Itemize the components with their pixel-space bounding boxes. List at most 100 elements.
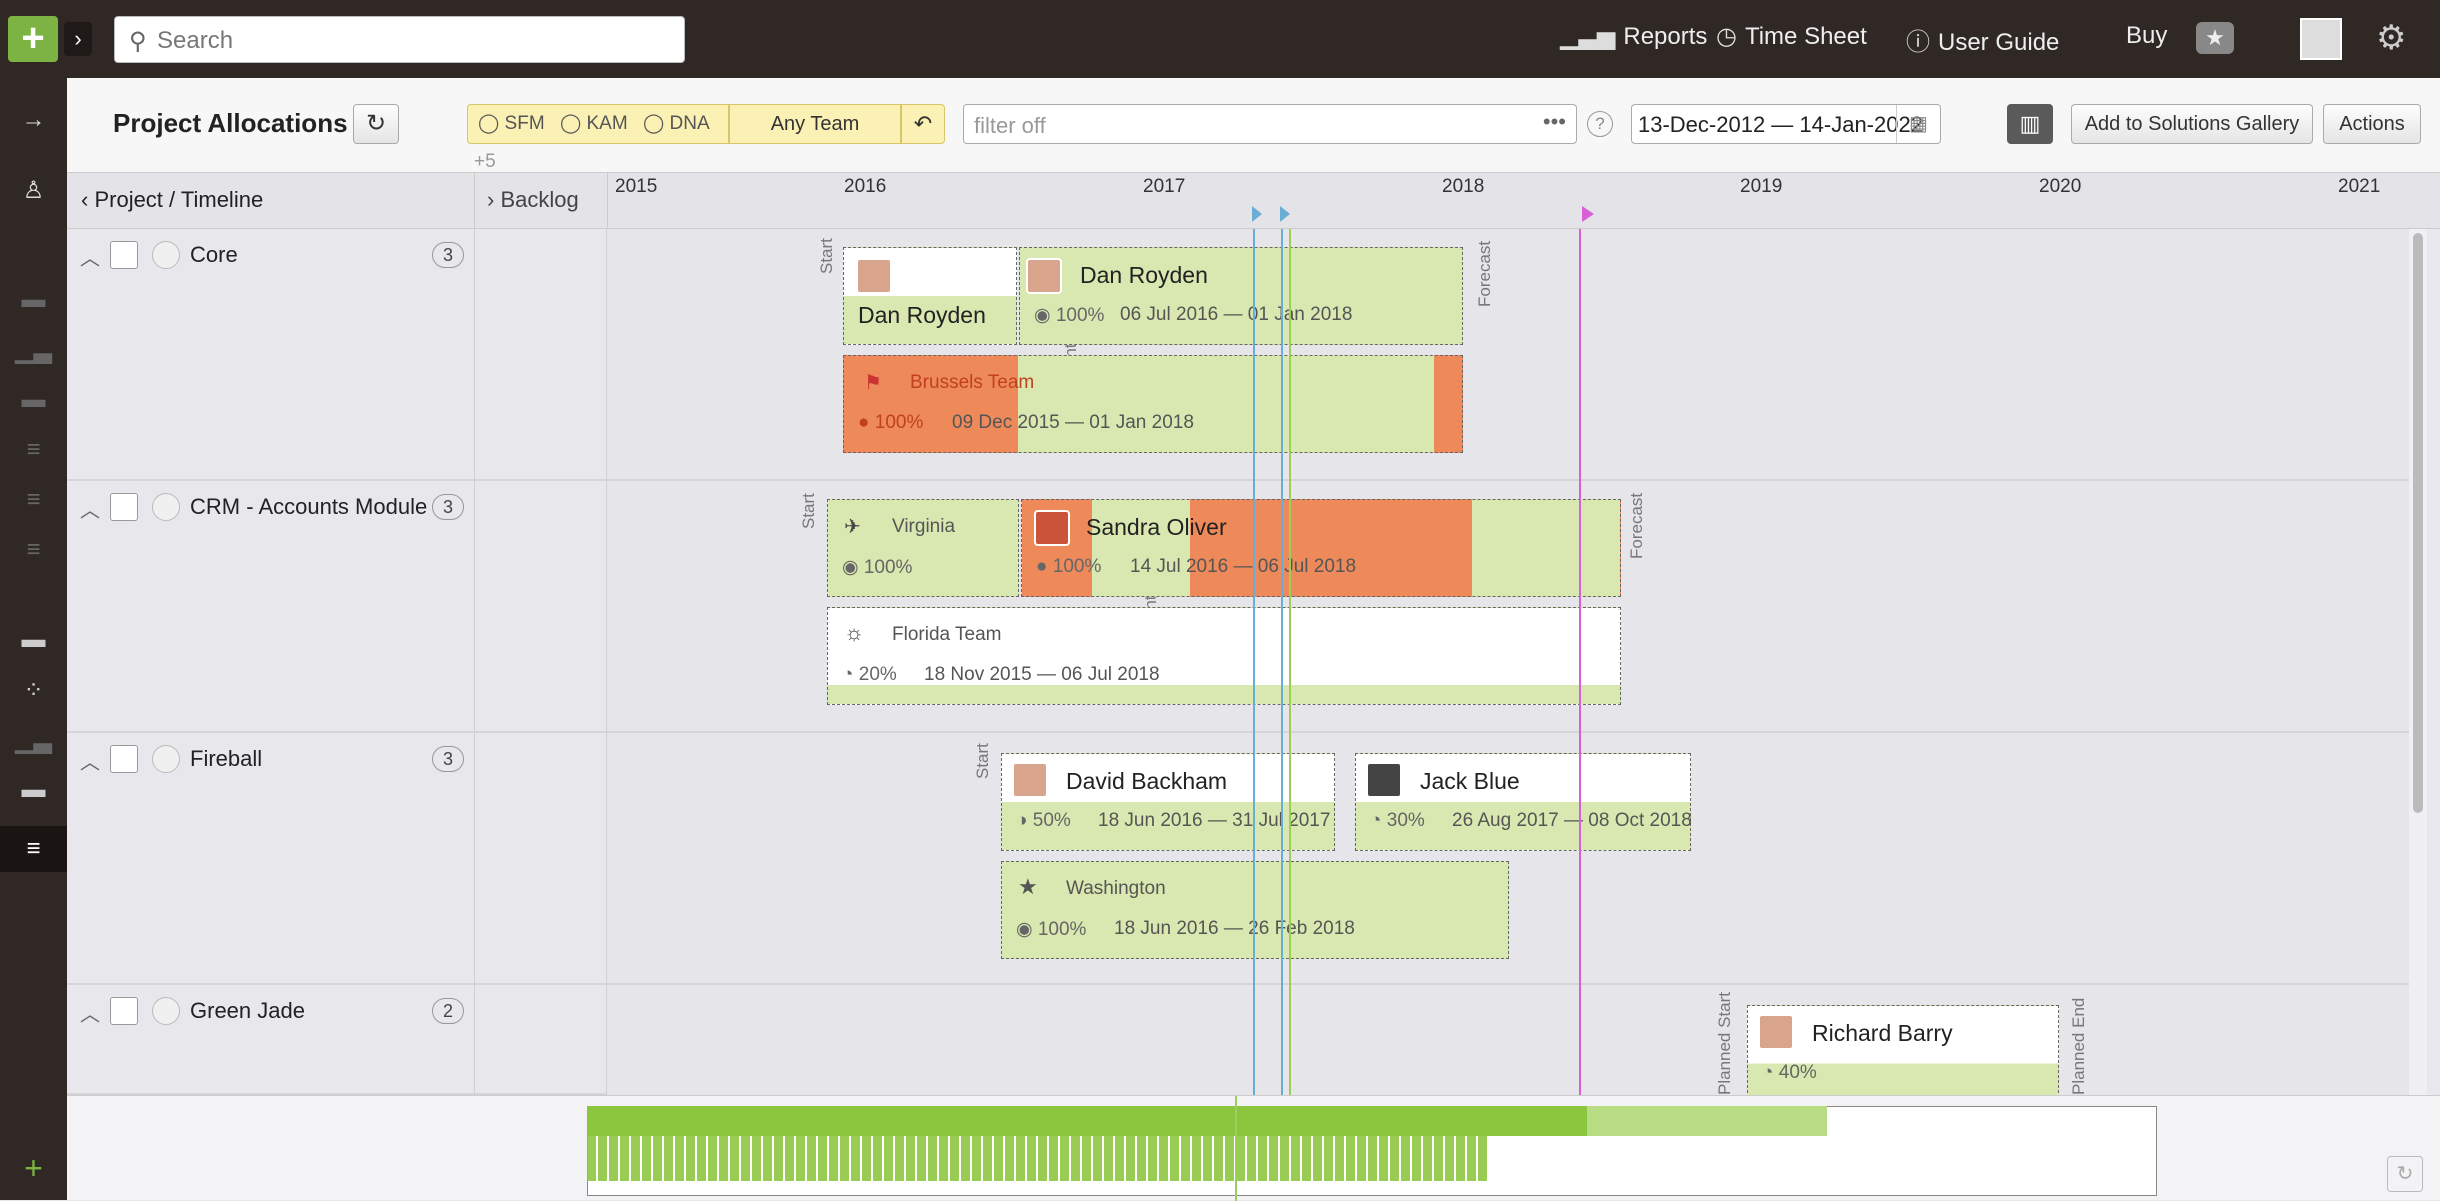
collapse-icon[interactable]: ︿ — [80, 500, 100, 522]
filter-kam[interactable]: ◯ KAM — [559, 113, 628, 134]
year-label: 2021 — [2338, 176, 2381, 197]
buy-link[interactable]: Buy — [2126, 22, 2167, 50]
scatter-chart-icon[interactable]: ⁘ — [23, 677, 44, 704]
reports-link[interactable]: ▁▃▅ Reports — [1560, 22, 1707, 51]
calendar-icon[interactable]: ▦ — [1896, 105, 1940, 143]
add-button[interactable]: + — [8, 16, 58, 62]
allocation-bar[interactable]: ☼ Florida Team ◔ 20% 18 Nov 2015 — 06 Ju… — [827, 607, 1621, 705]
status-circle[interactable] — [152, 493, 180, 521]
gantt-icon[interactable]: ≡ — [26, 436, 41, 463]
location-name: Virginia — [892, 516, 956, 537]
user-guide-link[interactable]: ⓘ User Guide — [1906, 22, 2059, 57]
filter-more[interactable]: +5 — [474, 151, 496, 172]
date-range-field[interactable]: 13-Dec-2012 — 14-Jan-2022 ▦ — [1631, 104, 1941, 144]
allocation-dates: 09 Dec 2015 — 01 Jan 2018 — [952, 412, 1194, 433]
flag-icon — [1582, 206, 1594, 222]
top-bar: + › ⚲ Search ▁▃▅ Reports ◷ Time Sheet ⓘ Use… — [0, 0, 2440, 78]
divider — [606, 229, 607, 1095]
folder-icon[interactable]: ▬ — [21, 776, 46, 803]
row-checkbox[interactable] — [110, 997, 138, 1025]
allocation-percent: ◉ 100% — [842, 557, 913, 578]
settings-gear-icon[interactable]: ⚙ — [2376, 19, 2407, 57]
year-label: 2015 — [615, 176, 658, 197]
reset-zoom-icon[interactable]: ↻ — [2387, 1156, 2423, 1192]
filter-chips[interactable]: ◯ SFM ◯ KAM ◯ DNA +5 — [467, 104, 729, 172]
allocation-bar[interactable]: Dan Royden — [843, 247, 1017, 345]
allocation-bar[interactable]: David Backham ◑ 50% 18 Jun 2016 — 31 Jul… — [1001, 753, 1335, 851]
count-badge: 3 — [432, 242, 464, 268]
count-badge: 2 — [432, 998, 464, 1024]
scrollbar[interactable] — [2409, 229, 2427, 1095]
scrollbar-thumb[interactable] — [2413, 233, 2423, 813]
team-selector[interactable]: Any Team — [729, 104, 901, 144]
collapse-icon[interactable]: ︿ — [80, 752, 100, 774]
avatar — [1758, 1014, 1794, 1050]
filter-sfm[interactable]: ◯ SFM — [478, 113, 545, 134]
help-icon[interactable]: ? — [1587, 111, 1613, 137]
user-lock-icon[interactable]: ♙ — [22, 177, 45, 204]
add-to-gallery-button[interactable]: Add to Solutions Gallery — [2071, 104, 2313, 144]
sun-icon: ☼ — [844, 620, 865, 645]
allocation-percent: ◉ 100% — [1016, 919, 1087, 940]
gantt-icon[interactable]: ≡ — [26, 486, 41, 513]
resource-name: Richard Barry — [1812, 1020, 1953, 1046]
allocation-bar[interactable]: ⚑ Brussels Team ● 100% 09 Dec 2015 — 01 … — [843, 355, 1463, 453]
arrow-right-icon[interactable]: → — [21, 106, 46, 133]
row-checkbox[interactable] — [110, 241, 138, 269]
timeline-minimap[interactable]: ↻ — [67, 1095, 2440, 1201]
folder-icon[interactable]: ▬ — [21, 386, 46, 413]
expand-nav-button[interactable]: › — [64, 22, 92, 56]
allocation-bar[interactable]: Dan Royden ◉ 100% 06 Jul 2016 — 01 Jan 2… — [1019, 247, 1463, 345]
collapse-icon[interactable]: ︿ — [80, 248, 100, 270]
project-timeline-header[interactable]: ‹ Project / Timeline — [81, 187, 264, 212]
gantt-icon-active[interactable]: ≡ — [0, 826, 67, 872]
left-navigation: → ♙ ▬ ▁▃ ▬ ≡ ≡ ≡ ▬ ⁘ ▁▃ ▬ ≡ + — [0, 78, 67, 1200]
project-name[interactable]: Green Jade — [190, 998, 305, 1023]
favorites-icon[interactable]: ★ — [2196, 22, 2234, 54]
undo-icon[interactable]: ↶ — [901, 104, 945, 144]
allocation-bar[interactable]: Jack Blue ◔ 30% 26 Aug 2017 — 08 Oct 201… — [1355, 753, 1692, 851]
year-label: 2019 — [1740, 176, 1783, 197]
row-checkbox[interactable] — [110, 493, 138, 521]
allocation-dates: 18 Nov 2015 — 06 Jul 2018 — [924, 664, 1160, 685]
collapse-icon[interactable]: ︿ — [80, 1004, 100, 1026]
date-range-value: 13-Dec-2012 — 14-Jan-2022 — [1638, 112, 1923, 137]
filter-dna[interactable]: ◯ DNA — [642, 113, 709, 134]
allocation-bar[interactable]: ✈ Virginia ◉ 100% — [827, 499, 1019, 597]
year-label: 2016 — [844, 176, 887, 197]
status-circle[interactable] — [152, 745, 180, 773]
team-name: Florida Team — [892, 624, 1002, 645]
folder-icon[interactable]: ▬ — [21, 286, 46, 313]
today-line — [1253, 229, 1255, 1095]
more-dots-icon[interactable]: ••• — [1542, 109, 1566, 134]
actions-button[interactable]: Actions — [2323, 104, 2421, 144]
project-name[interactable]: CRM - Accounts Module — [190, 494, 428, 519]
allocation-bar[interactable]: Sandra Oliver ● 100% 14 Jul 2016 — 06 Ju… — [1021, 499, 1621, 597]
chart-icon[interactable]: ▁▃ — [15, 337, 52, 364]
avatar — [1012, 762, 1048, 798]
project-name[interactable]: Fireball — [190, 746, 263, 771]
allocation-bar[interactable]: Richard Barry ◔ 40% — [1747, 1005, 2059, 1095]
status-circle[interactable] — [152, 241, 180, 269]
row-checkbox[interactable] — [110, 745, 138, 773]
forecast-marker: Forecast — [1627, 492, 1646, 559]
timesheet-link[interactable]: ◷ Time Sheet — [1716, 22, 1867, 51]
chart-icon[interactable]: ▁▃ — [15, 727, 52, 754]
gantt-icon[interactable]: ≡ — [26, 536, 41, 563]
folder-icon[interactable]: ▬ — [21, 626, 46, 653]
filter-input[interactable]: filter off ••• — [963, 104, 1577, 144]
resource-name: Dan Royden — [1080, 262, 1208, 288]
allocation-percent: ◉ 100% — [1034, 305, 1105, 326]
status-circle[interactable] — [152, 997, 180, 1025]
search-input[interactable]: ⚲ Search — [114, 16, 685, 63]
project-row-core — [67, 229, 607, 481]
refresh-button[interactable]: ↻ — [353, 104, 399, 144]
allocation-percent: ◑ 50% — [1016, 810, 1071, 831]
add-icon[interactable]: + — [24, 1150, 43, 1186]
columns-view-button[interactable]: ▥ — [2007, 104, 2053, 144]
company-logo[interactable] — [2300, 18, 2342, 60]
backlog-header[interactable]: › Backlog — [487, 187, 579, 212]
allocation-bar[interactable]: ★ Washington ◉ 100% 18 Jun 2016 — 26 Feb… — [1001, 861, 1509, 959]
project-name[interactable]: Core — [190, 242, 238, 267]
start-marker: Start — [799, 493, 818, 529]
